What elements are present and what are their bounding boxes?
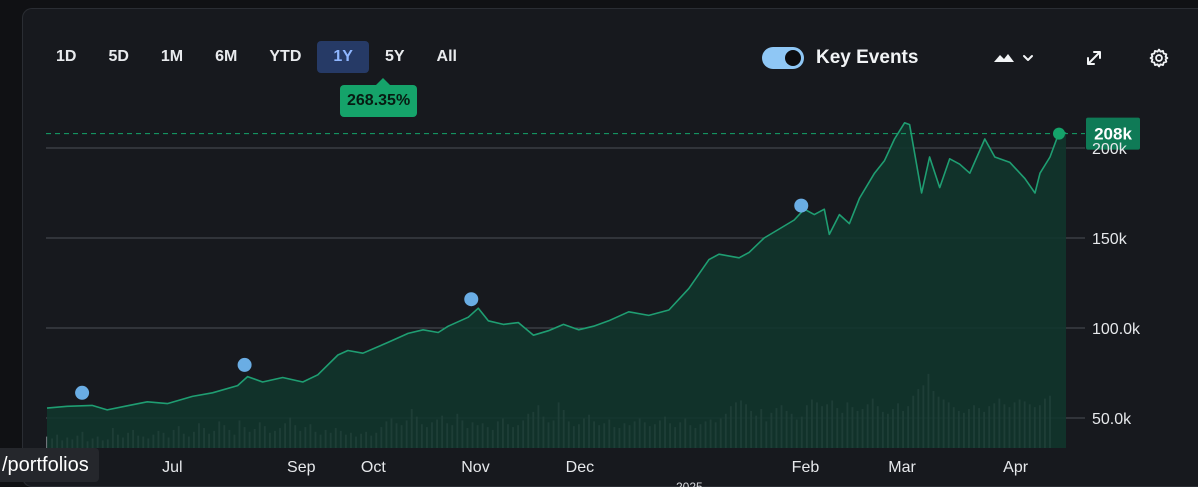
toggle-knob xyxy=(785,50,801,66)
expand-button[interactable] xyxy=(1080,44,1108,72)
key-event-marker[interactable] xyxy=(464,292,479,307)
chart-panel xyxy=(22,8,1198,487)
range-1d[interactable]: 1D xyxy=(56,48,77,65)
key-event-markers xyxy=(75,198,809,400)
expand-icon xyxy=(1087,51,1101,65)
range-ytd[interactable]: YTD xyxy=(269,48,302,65)
range-1m[interactable]: 1M xyxy=(160,48,184,65)
range-5y[interactable]: 5Y xyxy=(384,48,405,65)
key-event-marker[interactable] xyxy=(794,198,809,213)
key-event-marker[interactable] xyxy=(75,385,90,400)
key-events-toggle[interactable] xyxy=(762,47,804,69)
mountain-chart-icon xyxy=(994,54,1014,62)
key-events-label: Key Events xyxy=(816,47,919,68)
settings-button[interactable] xyxy=(1145,44,1173,72)
chevron-down-icon xyxy=(1023,55,1033,61)
range-1y[interactable]: 1Y xyxy=(317,41,369,73)
range-all[interactable]: All xyxy=(436,48,457,65)
key-event-marker[interactable] xyxy=(237,357,252,372)
year-label-cutoff: 2025 xyxy=(676,480,703,487)
change-badge: 268.35% xyxy=(340,78,418,117)
chart-type-button[interactable] xyxy=(990,44,1038,72)
last-price-dot[interactable] xyxy=(1053,127,1065,140)
range-5d[interactable]: 5D xyxy=(108,48,129,65)
range-6m[interactable]: 6M xyxy=(215,48,238,65)
portfolio-tooltip: /portfolios xyxy=(0,448,99,482)
gear-icon xyxy=(1149,48,1169,68)
range-selector: 1D 5D 1M 6M YTD 1Y 5Y All xyxy=(40,41,473,73)
